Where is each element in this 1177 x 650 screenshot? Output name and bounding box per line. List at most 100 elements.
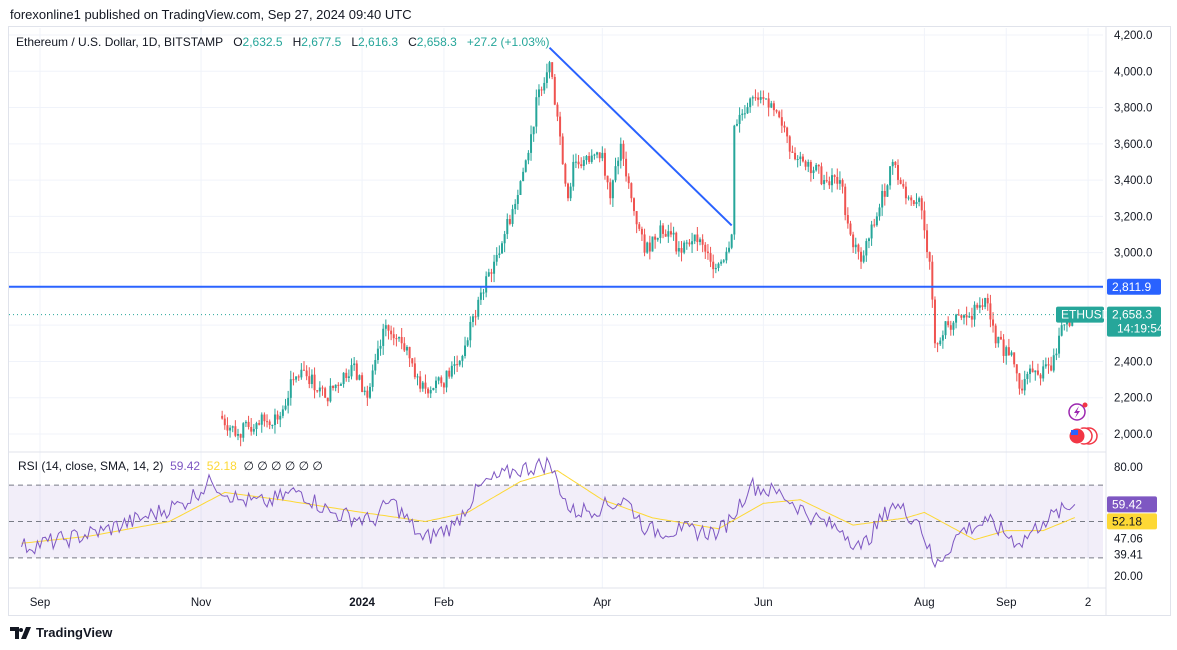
- candle-body: [817, 164, 820, 167]
- candle-body: [997, 336, 1000, 344]
- candle-body: [699, 239, 701, 243]
- symbol-name: Ethereum / U.S. Dollar, 1D, BITSTAMP: [16, 35, 224, 49]
- candle-body: [300, 369, 303, 378]
- candle-body: [825, 180, 828, 182]
- candle-body: [519, 181, 522, 196]
- candle-body: [881, 190, 884, 208]
- candle-body: [501, 243, 503, 254]
- candle-body: [883, 190, 886, 197]
- candle-body: [907, 197, 910, 199]
- candle-body: [1007, 347, 1010, 356]
- candle-body: [609, 182, 612, 199]
- candle-body: [355, 363, 358, 380]
- candle-body: [537, 89, 540, 98]
- candle-body: [469, 321, 472, 341]
- candle-body: [1021, 388, 1024, 391]
- candle-body: [247, 421, 250, 427]
- candle-body: [862, 255, 865, 262]
- candle-body: [941, 335, 944, 341]
- candle-body: [535, 97, 538, 127]
- low-value: 2,616.3: [358, 35, 399, 49]
- candle-body: [910, 197, 913, 201]
- candle-body: [765, 98, 767, 100]
- candle-body: [506, 219, 509, 235]
- candle-body: [567, 183, 569, 199]
- candle-body: [490, 272, 493, 274]
- low-label: L: [351, 35, 359, 49]
- candle-body: [1055, 353, 1058, 356]
- candle-body: [801, 156, 804, 162]
- candle-body: [263, 414, 266, 422]
- candle-body: [696, 234, 699, 243]
- candle-body: [1047, 364, 1050, 366]
- candle-body: [334, 384, 337, 389]
- candle-body: [970, 316, 973, 320]
- candle-body: [646, 242, 649, 253]
- candle-body: [384, 325, 387, 329]
- y-tick-label: 3,800.0: [1114, 103, 1152, 115]
- candle-body: [363, 390, 366, 392]
- candle-body: [669, 231, 672, 235]
- candle-body: [495, 255, 498, 262]
- candle-body: [963, 315, 965, 318]
- candle-body: [989, 303, 992, 320]
- candle-body: [693, 234, 696, 242]
- candle-body: [865, 241, 868, 256]
- candle-body: [479, 292, 482, 300]
- candle-body: [524, 160, 527, 172]
- candle-body: [493, 261, 496, 274]
- x-tick-label: 2: [1085, 597, 1091, 609]
- candle-body: [281, 409, 284, 416]
- y-tick-label: 4,200.0: [1114, 30, 1152, 42]
- candle-body: [1005, 347, 1008, 356]
- notification-dot: [1082, 402, 1088, 408]
- candle-body: [973, 304, 976, 320]
- candle-body: [374, 360, 377, 371]
- candle-body: [968, 316, 971, 318]
- candle-body: [279, 415, 282, 420]
- candle-body: [606, 175, 609, 183]
- candle-body: [770, 103, 773, 108]
- candle-body: [643, 234, 646, 253]
- candle-body: [318, 387, 321, 392]
- candle-body: [759, 97, 762, 100]
- x-tick-label: 2024: [349, 597, 375, 609]
- candle-body: [812, 170, 815, 174]
- candle-body: [1002, 339, 1005, 356]
- candle-body: [332, 385, 335, 389]
- candle-body: [701, 239, 704, 245]
- lightning-event-icon: [1068, 403, 1086, 421]
- candle-body: [683, 242, 686, 253]
- candle-body: [957, 314, 960, 316]
- candle-body: [931, 261, 934, 300]
- candle-body: [918, 198, 921, 202]
- y-tick-label: 3,600.0: [1114, 139, 1152, 151]
- candle-body: [860, 251, 863, 262]
- candle-body: [511, 209, 514, 224]
- candle-body: [976, 304, 979, 308]
- candle-body: [775, 110, 778, 112]
- candle-body: [675, 232, 678, 252]
- candle-body: [487, 272, 490, 277]
- candle-body: [654, 236, 657, 240]
- candle-body: [857, 244, 860, 252]
- tradingview-logo[interactable]: TradingView: [10, 625, 112, 640]
- rsi-tick-label: 47.06: [1114, 533, 1143, 545]
- last-price-badge: [1107, 306, 1161, 337]
- candle-body: [714, 267, 717, 270]
- candle-body: [540, 89, 543, 91]
- candle-body: [648, 242, 651, 252]
- candle-body: [873, 224, 876, 226]
- y-tick-label: 4,000.0: [1114, 66, 1152, 78]
- candle-body: [284, 405, 287, 410]
- y-tick-label: 2,000.0: [1114, 429, 1152, 441]
- candle-body: [588, 155, 591, 162]
- sma-value-badge-text: 52.18: [1112, 514, 1142, 528]
- rsi-tick-label: 80.00: [1114, 462, 1143, 474]
- candle-body: [353, 363, 356, 366]
- candle-body: [273, 414, 276, 425]
- candle-body: [398, 336, 401, 339]
- candle-body: [450, 365, 453, 377]
- candle-body: [601, 152, 604, 159]
